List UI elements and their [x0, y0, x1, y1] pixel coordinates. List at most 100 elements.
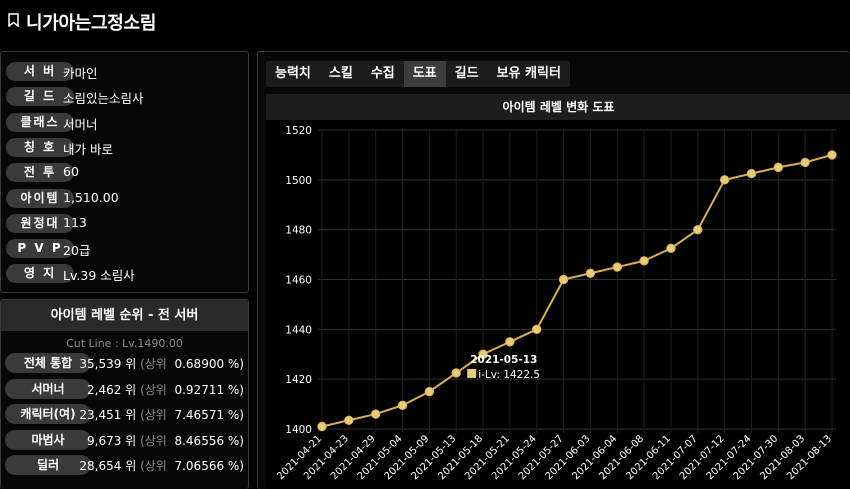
profile-row: 칭 호 내가 바로: [6, 137, 246, 157]
data-point: [693, 224, 703, 235]
profile-row: 원정대 113: [6, 213, 246, 233]
profile-row: 서 버 카마인: [6, 61, 246, 81]
profile-label: 원정대: [6, 213, 74, 233]
profile-row: 전 투 60: [6, 162, 246, 183]
data-point: [558, 274, 569, 285]
profile-row: 아이템 1,510.00: [6, 188, 246, 208]
profile-value: Lv.39 소림사: [63, 268, 135, 284]
ranking-top-label: (상위: [140, 408, 167, 422]
ranking-percent: 7.06566 %): [174, 459, 244, 473]
ranking-top-label: (상위: [140, 357, 167, 371]
ranking-category: 서머너: [5, 378, 91, 399]
profile-value: 서머너: [63, 116, 98, 132]
ranking-category: 캐릭터(여): [5, 404, 91, 424]
y-tick-label: 1500: [285, 175, 312, 187]
profile-label: P V P: [6, 239, 74, 259]
tooltip-swatch: [467, 368, 477, 378]
profile-label: 영 지: [6, 264, 74, 284]
tab-3[interactable]: 수집: [370, 66, 395, 81]
series-line: [321, 153, 833, 428]
ranking-value: 23,451 위 (상위 7.46571 %): [79, 406, 244, 423]
profile-label: 길 드: [6, 87, 74, 107]
page-title: 니가아는그정소림: [26, 13, 157, 34]
data-point: [827, 150, 837, 160]
data-point: [451, 368, 461, 378]
profile-label: 전 투: [6, 163, 74, 183]
data-point: [532, 324, 542, 335]
detail-panel: 능력치 스킬 수집 도표 길드 보유 캐릭터 아이템 레벨 변화 도표 1400 1420 1…: [257, 51, 850, 489]
item-level-chart: 14001420144014601480150015202021-04-2120…: [275, 125, 837, 482]
data-point: [666, 243, 676, 254]
profile-label: 칭 호: [6, 137, 74, 157]
profile-value: 113: [63, 214, 87, 230]
ranking-value: 9,673 위 (상위 8.46556 %): [87, 432, 244, 449]
chart-container: 아이템 레벨 변화 도표 1400 1420 1440 1460 1480 1500 152…: [266, 94, 850, 489]
data-point: [424, 386, 435, 397]
ranking-category: 마법사: [5, 429, 91, 450]
chart-title: 아이템 레벨 변화 도표: [266, 94, 850, 120]
profile-value: 카마인: [63, 66, 98, 81]
y-tick-label: 1440: [285, 324, 312, 336]
data-point: [746, 168, 757, 179]
profile-label: 아이템: [6, 188, 74, 208]
ranking-position: 2,462 위: [87, 382, 137, 397]
ranking-row: 마법사 9,673 위 (상위 8.46556 %): [5, 429, 248, 451]
tab-2[interactable]: 스킬: [328, 66, 353, 81]
cutline-text: Cut Line : Lv.1490.00: [66, 337, 183, 350]
ranking-position: 35,539 위: [79, 357, 137, 371]
tooltip-value: i-Lv: 1422.5: [478, 369, 540, 381]
tooltip-date: 2021-05-13: [470, 354, 537, 366]
data-point: [397, 400, 408, 411]
data-point: [612, 262, 622, 272]
ranking-value: 35,539 위 (상위 0.68900 %): [79, 355, 244, 372]
profile-label: 클래스: [6, 112, 74, 132]
ranking-percent: 7.46571 %): [174, 408, 244, 422]
data-point: [505, 337, 515, 347]
ranking-panel: 아이템 레벨 순위 - 전 서버 Cut Line : Lv.1490.00 전…: [0, 299, 249, 489]
ranking-row: 서머너 2,462 위 (상위 0.92711 %): [5, 378, 248, 400]
tab-4[interactable]: 도표: [403, 61, 446, 87]
profile-value: 60: [63, 164, 79, 180]
data-point: [317, 421, 327, 432]
ranking-position: 23,451 위: [79, 408, 137, 422]
ranking-category: 딜러: [5, 455, 91, 475]
ranking-row: 딜러 28,654 위 (상위 7.06566 %): [5, 455, 248, 476]
profile-row: 길 드 소림있는소림사: [6, 86, 246, 107]
profile-row: 클래스 서머너: [6, 112, 246, 132]
data-point: [719, 175, 730, 185]
ranking-position: 9,673 위: [87, 433, 137, 448]
bookmark-icon[interactable]: [8, 13, 19, 27]
ranking-row: 전체 통합 35,539 위 (상위 0.68900 %): [5, 353, 248, 374]
ranking-value: 2,462 위 (상위 0.92711 %): [87, 381, 244, 398]
ranking-top-label: (상위: [140, 459, 167, 473]
data-point: [585, 268, 596, 278]
y-tick-label: 1460: [285, 275, 312, 287]
profile-row: 영 지 Lv.39 소림사: [6, 263, 246, 284]
tab-5[interactable]: 길드: [454, 66, 479, 81]
header: 니가아는그정소림: [0, 0, 850, 44]
ranking-top-label: (상위: [140, 382, 167, 397]
ranking-percent: 0.92711 %): [174, 382, 244, 397]
ranking-row: 캐릭터(여) 23,451 위 (상위 7.46571 %): [5, 404, 248, 425]
profile-value: 1,510.00: [63, 189, 119, 205]
ranking-percent: 0.68900 %): [174, 357, 244, 371]
ranking-top-label: (상위: [140, 433, 167, 448]
data-point: [478, 349, 488, 359]
data-point: [773, 162, 784, 173]
ranking-title: 아이템 레벨 순위 - 전 서버: [1, 300, 248, 331]
profile-label: 서 버: [6, 62, 74, 81]
profile-value: 내가 바로: [63, 141, 113, 157]
profile-row: P V P 20급: [6, 238, 246, 259]
ranking-category: 전체 통합: [5, 353, 91, 373]
tab-bar: 능력치 스킬 수집 도표 길드 보유 캐릭터: [266, 61, 570, 87]
tab-1[interactable]: 능력치: [275, 66, 311, 81]
ranking-value: 28,654 위 (상위 7.06566 %): [79, 457, 244, 474]
profile-value: 소림있는소림사: [63, 91, 144, 107]
ranking-percent: 8.46556 %): [174, 433, 244, 448]
data-point: [370, 409, 381, 419]
tab-6[interactable]: 보유 캐릭터: [496, 66, 561, 81]
y-tick-label: 1420: [285, 374, 312, 386]
data-point: [639, 256, 649, 266]
ranking-position: 28,654 위: [79, 459, 137, 473]
